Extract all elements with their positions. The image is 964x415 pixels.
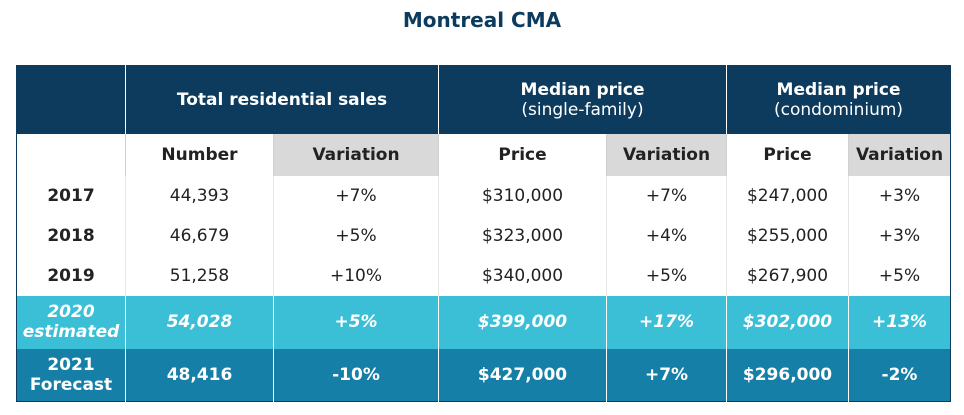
row-label: 2017 — [17, 176, 126, 216]
header-row: Total residential sales Median price (sing… — [16, 65, 951, 134]
cell: $427,000 — [438, 348, 607, 402]
cell: +3% — [848, 175, 951, 216]
subheader: Number — [125, 133, 274, 176]
group-subtitle: (single-family) — [521, 99, 644, 120]
group-header: Median price (single-family) — [438, 65, 727, 134]
row-year: 2021 — [47, 354, 95, 375]
cell: +5% — [848, 255, 951, 296]
cell: $323,000 — [438, 215, 607, 256]
row-year: 2018 — [47, 225, 95, 246]
cell: +5% — [606, 255, 727, 296]
data-table: Total residential sales Median price (sing… — [16, 65, 952, 402]
cell: +17% — [606, 295, 727, 349]
corner-cell — [17, 66, 126, 134]
cell: +7% — [606, 348, 727, 402]
row-label: 2019 — [17, 256, 126, 296]
cell: $255,000 — [726, 215, 849, 256]
cell: +7% — [606, 175, 727, 216]
cell: +10% — [272, 255, 439, 296]
cell: $310,000 — [438, 175, 607, 216]
cell: +5% — [272, 295, 439, 349]
group-header: Median price (condominium) — [726, 65, 951, 134]
cell: $399,000 — [438, 295, 607, 349]
subheader-row: Number Variation Price Variation Price Variat… — [17, 133, 951, 176]
cell: $340,000 — [438, 255, 607, 296]
group-title: Median price — [776, 79, 901, 100]
row-label: 2020 estimated — [17, 296, 126, 349]
group-title: Total residential sales — [176, 89, 388, 110]
subheader: Price — [438, 133, 607, 176]
corner-cell — [17, 134, 126, 176]
row-year: 2020 — [47, 302, 95, 322]
cell: 48,416 — [125, 348, 274, 402]
group-subtitle: (condominium) — [773, 99, 904, 120]
cell: +5% — [272, 215, 439, 256]
subheader: Variation — [606, 133, 727, 176]
row-sublabel: estimated — [22, 322, 120, 342]
cell: 44,393 — [125, 175, 274, 216]
subheader: Price — [726, 133, 849, 176]
cell: 46,679 — [125, 215, 274, 256]
subheader: Variation — [848, 133, 951, 176]
cell: $302,000 — [726, 295, 849, 349]
cell: -10% — [272, 348, 439, 402]
row-label: 2018 — [17, 216, 126, 256]
row-year: 2017 — [47, 185, 95, 206]
cell: +3% — [848, 215, 951, 256]
title: Montreal CMA — [402, 8, 562, 32]
row-label: 2021 Forecast — [17, 349, 126, 402]
data-row: 2017 44,393 +7% $310,000 +7% $247,000 +3% — [17, 175, 951, 216]
data-row: 2020 estimated 54,028 +5% $399,000 +17% $302,0… — [16, 295, 951, 349]
cell: +7% — [272, 175, 439, 216]
row-sublabel: Forecast — [29, 374, 113, 395]
cell: $247,000 — [726, 175, 849, 216]
cell: 54,028 — [125, 295, 274, 349]
data-row: 2019 51,258 +10% $340,000 +5% $267,900 +5% — [17, 255, 951, 296]
group-header: Total residential sales — [124, 65, 439, 134]
cell: $296,000 — [726, 348, 849, 402]
group-title: Median price — [520, 79, 645, 100]
cell: +13% — [848, 295, 951, 349]
row-year: 2019 — [47, 265, 95, 286]
subheader: Variation — [272, 133, 439, 176]
data-row: 2018 46,679 +5% $323,000 +4% $255,000 +3% — [17, 215, 951, 256]
cell: $267,900 — [726, 255, 849, 296]
data-row: 2021 Forecast 48,416 -10% $427,000 +7% $296,00… — [16, 348, 951, 402]
cell: +4% — [606, 215, 727, 256]
cell: 51,258 — [125, 255, 274, 296]
cell: -2% — [848, 348, 951, 402]
